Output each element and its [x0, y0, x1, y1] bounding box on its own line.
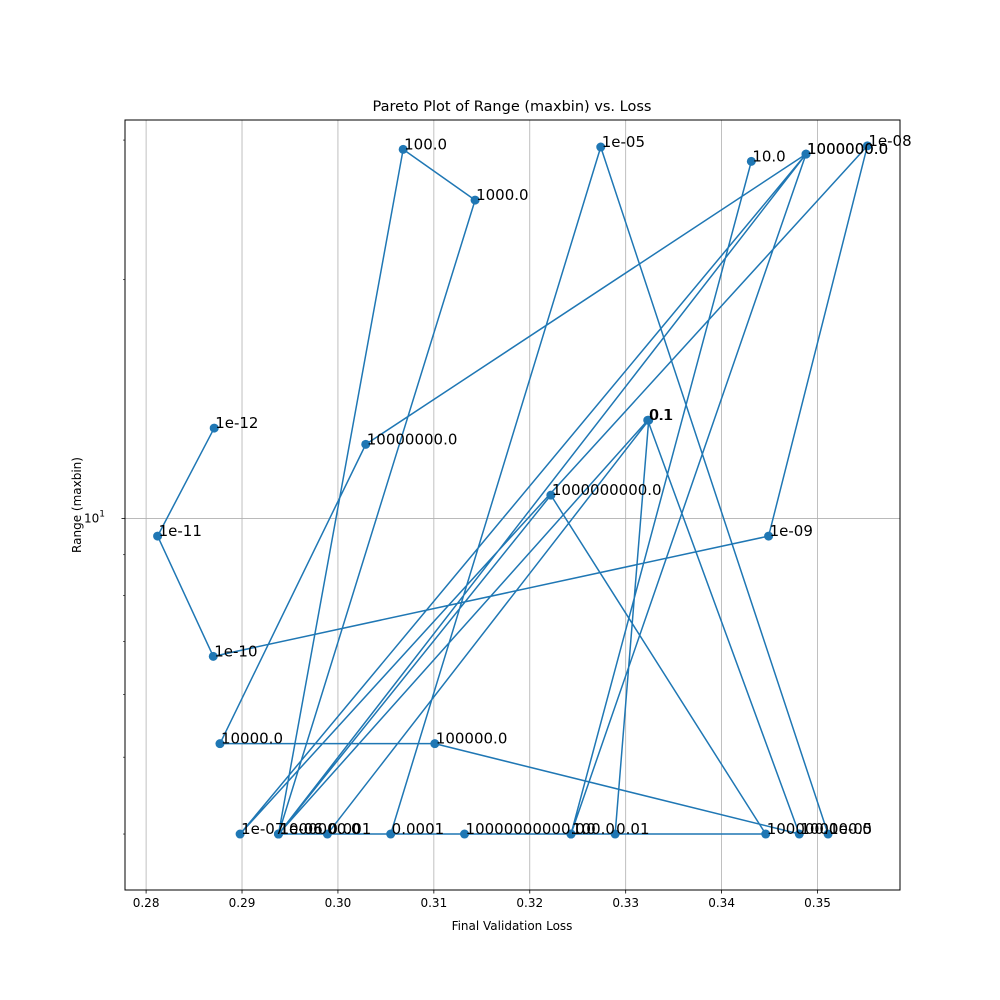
data-label: 100000.0	[436, 730, 508, 748]
data-label: 0.1	[649, 406, 673, 424]
data-point	[153, 531, 163, 541]
x-axis-ticks: 0.28 0.29 0.30 0.31 0.32 0.33 0.34 0.35	[133, 890, 831, 910]
data-label: 100000.0	[767, 820, 839, 838]
data-point	[823, 829, 833, 839]
data-point	[746, 156, 756, 166]
data-label: 1e-09	[770, 522, 813, 540]
x-tick-label: 0.35	[804, 896, 831, 910]
data-label: 1e-10	[214, 642, 257, 660]
series-line	[156, 145, 869, 835]
data-point	[322, 829, 332, 839]
data-label: 100.0	[572, 820, 615, 838]
data-point	[235, 829, 245, 839]
data-label: 10000000000.0	[466, 820, 585, 838]
data-point	[460, 829, 470, 839]
data-label: 100.0	[404, 135, 447, 153]
data-label: 1e-06	[279, 820, 322, 838]
x-tick-label: 0.31	[420, 896, 447, 910]
x-axis-label: Final Validation Loss	[452, 919, 573, 933]
data-point	[273, 829, 283, 839]
data-point	[430, 739, 440, 749]
data-label: 0.1	[650, 406, 674, 424]
data-point	[208, 651, 218, 661]
data-point	[546, 490, 556, 500]
data-label: 1e-07	[241, 820, 284, 838]
data-label: 100000.0	[800, 820, 872, 838]
data-point	[398, 144, 408, 154]
data-label: 0.001	[328, 820, 371, 838]
data-label: 1e-08	[868, 132, 911, 150]
y-tick-label: 101	[84, 509, 105, 525]
x-tick-label: 0.33	[612, 896, 639, 910]
data-label: 10000000.0	[367, 430, 458, 448]
data-label: 1e-12	[215, 414, 258, 432]
series-polyline	[156, 145, 869, 835]
data-label: 1e-05	[829, 820, 872, 838]
x-tick-label: 0.30	[325, 896, 352, 910]
data-point	[862, 141, 872, 151]
data-label: 1000000000.0	[552, 481, 662, 499]
point-labels: 1e-121e-111e-101e-091e-081e-071000000.01…	[159, 132, 912, 838]
x-tick-label: 0.29	[229, 896, 256, 910]
x-tick-label: 0.32	[516, 896, 543, 910]
data-label: 1e-05	[602, 133, 645, 151]
data-point	[596, 142, 606, 152]
data-point	[794, 829, 804, 839]
data-label: 0.01	[616, 820, 649, 838]
data-point	[761, 829, 771, 839]
data-point	[386, 829, 396, 839]
data-label: 1000000.0	[279, 820, 360, 838]
data-point	[801, 149, 811, 159]
data-label: 1.0	[572, 820, 596, 838]
y-axis-label: Range (maxbin)	[70, 457, 84, 553]
data-label: 1000000.0	[807, 140, 888, 158]
data-point	[470, 195, 480, 205]
data-label: 1e-06	[279, 820, 322, 838]
data-point	[610, 829, 620, 839]
data-label: 1e-11	[159, 522, 202, 540]
x-tick-label: 0.34	[708, 896, 735, 910]
data-point	[215, 739, 225, 749]
data-point	[361, 439, 371, 449]
data-label: 0.0001	[392, 820, 445, 838]
data-label: 10000.0	[221, 730, 283, 748]
x-tick-label: 0.28	[133, 896, 160, 910]
data-point	[566, 829, 576, 839]
data-label: 10.0	[752, 147, 785, 165]
plot-frame	[124, 119, 901, 891]
data-point	[764, 531, 774, 541]
data-point	[644, 415, 654, 425]
data-label: 1000000.0	[807, 140, 888, 158]
data-points	[153, 141, 872, 839]
data-point	[209, 423, 219, 433]
data-label: 1000.0	[476, 186, 529, 204]
chart-title: Pareto Plot of Range (maxbin) vs. Loss	[373, 99, 652, 115]
y-axis-ticks: 101	[84, 139, 125, 835]
